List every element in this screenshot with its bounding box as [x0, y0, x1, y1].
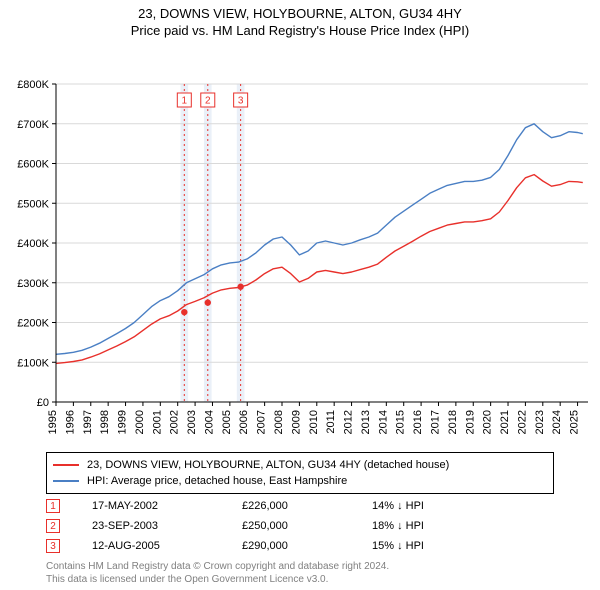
sales-table: 1 17-MAY-2002£226,00014% ↓ HPI 2 23-SEP-200…	[46, 496, 554, 556]
legend-swatch	[53, 480, 79, 482]
legend-label: 23, DOWNS VIEW, HOLYBOURNE, ALTON, GU34 …	[87, 459, 449, 471]
chart-title: 23, DOWNS VIEW, HOLYBOURNE, ALTON, GU34 …	[0, 6, 600, 23]
svg-text:2017: 2017	[429, 410, 441, 434]
svg-text:2005: 2005	[221, 410, 233, 434]
sale-date: 17-MAY-2002	[92, 500, 242, 512]
svg-text:2010: 2010	[308, 410, 320, 434]
svg-text:2022: 2022	[516, 410, 528, 434]
svg-text:£600K: £600K	[17, 158, 49, 170]
svg-text:2015: 2015	[395, 410, 407, 434]
svg-text:2018: 2018	[447, 410, 459, 434]
svg-text:2016: 2016	[412, 410, 424, 434]
svg-text:2008: 2008	[273, 410, 285, 434]
legend-swatch	[53, 464, 79, 466]
legend-row: 23, DOWNS VIEW, HOLYBOURNE, ALTON, GU34 …	[53, 457, 547, 473]
chart-svg: £0 £100K £200K £300K £400K £500K £600K £700K £80…	[0, 40, 600, 460]
svg-text:2009: 2009	[290, 410, 302, 434]
svg-text:2019: 2019	[464, 410, 476, 434]
sale-diff: 15% ↓ HPI	[372, 540, 554, 552]
svg-text:2025: 2025	[569, 410, 581, 434]
svg-text:2003: 2003	[186, 410, 198, 434]
sale-badge: 2	[46, 519, 60, 533]
footer: Contains HM Land Registry data © Crown c…	[46, 560, 554, 586]
svg-text:2023: 2023	[534, 410, 546, 434]
sale-price: £226,000	[242, 500, 372, 512]
svg-text:2007: 2007	[256, 410, 268, 434]
sale-diff: 14% ↓ HPI	[372, 500, 554, 512]
legend-row: HPI: Average price, detached house, East…	[53, 473, 547, 489]
chart-area: £0 £100K £200K £300K £400K £500K £600K £700K £80…	[0, 40, 600, 460]
sale-date: 12-AUG-2005	[92, 540, 242, 552]
sale-diff: 18% ↓ HPI	[372, 520, 554, 532]
svg-text:2002: 2002	[169, 410, 181, 434]
svg-text:£500K: £500K	[17, 198, 49, 210]
footer-line1: Contains HM Land Registry data © Crown c…	[46, 560, 554, 573]
sale-row: 3 12-AUG-2005£290,00015% ↓ HPI	[46, 536, 554, 556]
sale-badge: 1	[46, 499, 60, 513]
svg-text:£800K: £800K	[17, 79, 49, 91]
svg-text:1996: 1996	[64, 410, 76, 434]
svg-text:£700K: £700K	[17, 119, 49, 131]
svg-text:3: 3	[238, 95, 244, 106]
svg-text:£0: £0	[37, 397, 49, 409]
svg-text:2011: 2011	[325, 410, 337, 434]
svg-text:1998: 1998	[99, 410, 111, 434]
sale-price: £290,000	[242, 540, 372, 552]
svg-text:2006: 2006	[238, 410, 250, 434]
legend-label: HPI: Average price, detached house, East…	[87, 475, 347, 487]
svg-text:2014: 2014	[377, 410, 389, 434]
svg-text:1995: 1995	[47, 410, 59, 434]
titles: 23, DOWNS VIEW, HOLYBOURNE, ALTON, GU34 …	[0, 0, 600, 40]
page: 23, DOWNS VIEW, HOLYBOURNE, ALTON, GU34 …	[0, 0, 600, 590]
svg-text:2004: 2004	[203, 410, 215, 434]
svg-text:£100K: £100K	[17, 357, 49, 369]
svg-text:£400K: £400K	[17, 238, 49, 250]
svg-text:£200K: £200K	[17, 317, 49, 329]
svg-text:1: 1	[182, 95, 188, 106]
svg-text:2001: 2001	[151, 410, 163, 434]
sale-row: 2 23-SEP-2003£250,00018% ↓ HPI	[46, 516, 554, 536]
footer-line2: This data is licensed under the Open Gov…	[46, 573, 554, 586]
legend: 23, DOWNS VIEW, HOLYBOURNE, ALTON, GU34 …	[46, 452, 554, 494]
sale-price: £250,000	[242, 520, 372, 532]
svg-text:2020: 2020	[482, 410, 494, 434]
svg-text:2012: 2012	[343, 410, 355, 434]
svg-text:2024: 2024	[551, 410, 563, 434]
svg-text:2021: 2021	[499, 410, 511, 434]
svg-text:2000: 2000	[134, 410, 146, 434]
svg-text:2013: 2013	[360, 410, 372, 434]
svg-text:2: 2	[205, 95, 211, 106]
sale-date: 23-SEP-2003	[92, 520, 242, 532]
sale-row: 1 17-MAY-2002£226,00014% ↓ HPI	[46, 496, 554, 516]
sale-badge: 3	[46, 539, 60, 553]
svg-text:£300K: £300K	[17, 278, 49, 290]
svg-text:1997: 1997	[82, 410, 94, 434]
chart-subtitle: Price paid vs. HM Land Registry's House …	[0, 23, 600, 40]
svg-text:1999: 1999	[117, 410, 129, 434]
